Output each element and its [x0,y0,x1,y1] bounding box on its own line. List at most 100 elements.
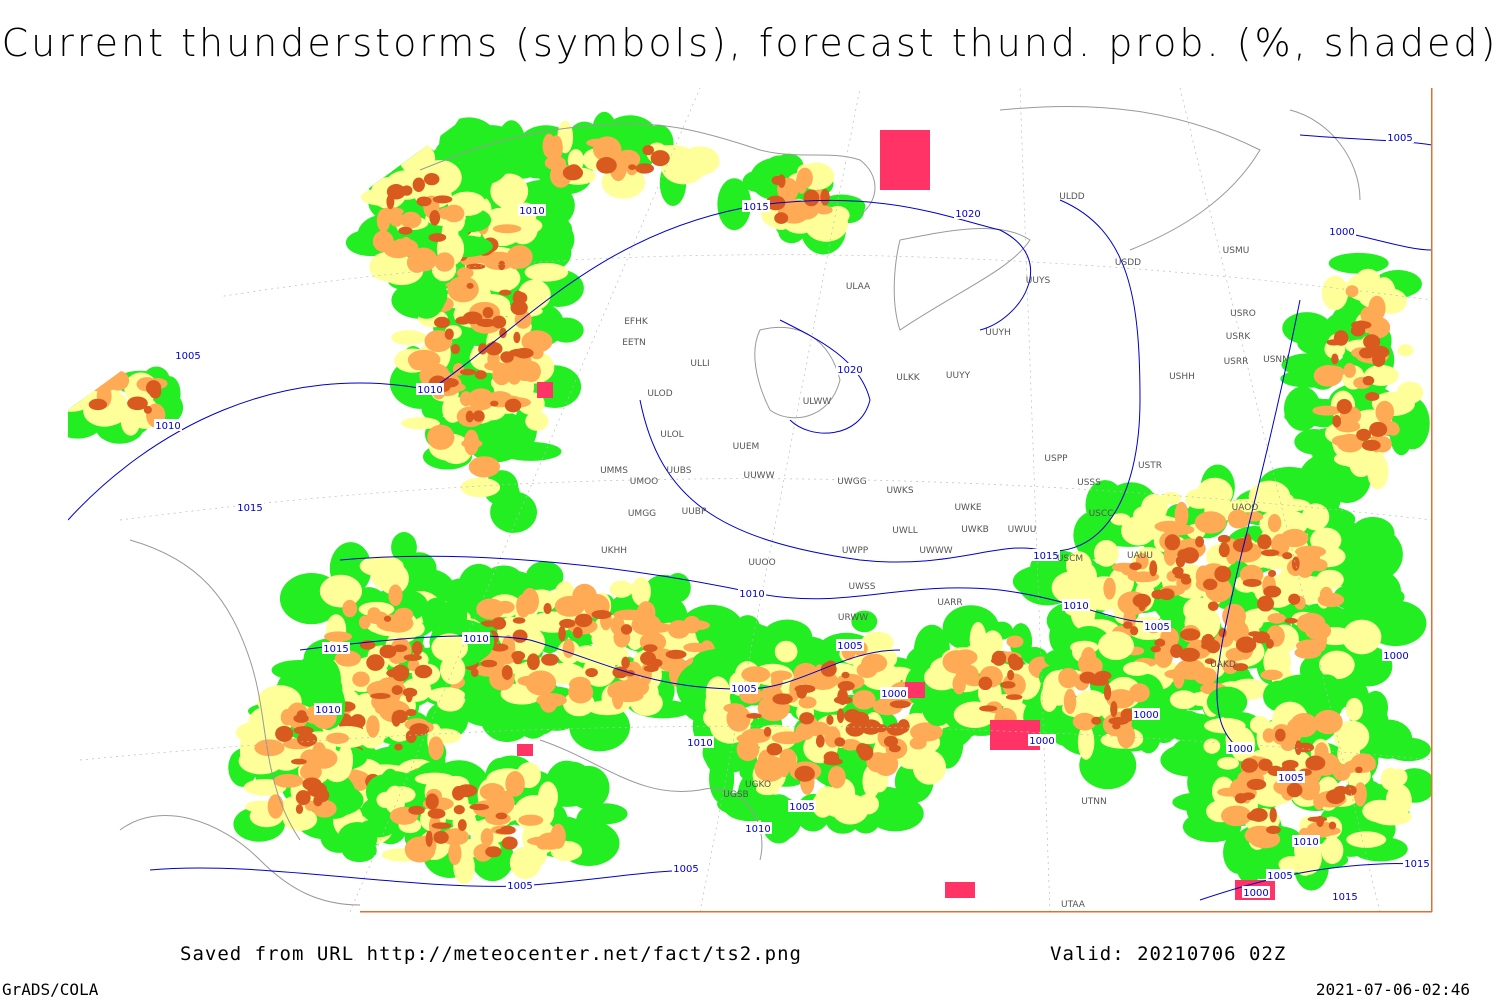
timestamp: 2021-07-06-02:46 [1316,980,1470,999]
shading-cell [1051,571,1091,604]
shading-cell [1328,252,1389,274]
shading-cell [372,230,394,253]
shading-cell [474,370,487,380]
shading-cell [1333,720,1370,753]
station-label: USSS [1077,478,1101,488]
shading-cell [439,655,466,685]
shading-cell [823,800,861,818]
shading-cell [1367,453,1389,490]
shading-cell [889,700,911,709]
shading-cell [379,566,403,591]
isobar-label: 1015 [1332,892,1357,903]
shading-cell [766,743,783,756]
station-label: UAKD [1210,660,1236,670]
shading-cell [405,687,413,703]
isobar-label-bg [322,642,350,654]
shading-cell [596,157,617,174]
graticule-line [699,88,861,912]
shading-cell [1331,353,1339,365]
shading-cell [1331,435,1358,447]
shading-cell [299,763,322,781]
shading-cell [455,316,471,325]
shading-cell [1235,636,1257,653]
shading-cell [380,207,404,217]
isobar-label-bg [738,587,766,599]
isobar-label: 1000 [1383,651,1408,662]
isobar-label: 1020 [955,209,980,220]
shading-cell [1110,700,1118,718]
shading-cell [1110,513,1131,526]
shading-cell [434,316,451,329]
shading-cell [566,164,582,179]
shading-cell [470,668,479,678]
shading-cell [437,207,457,220]
isobar-label-bg [1277,771,1305,783]
shading-cell [591,609,612,620]
shading-cell [567,770,604,806]
station-label: UMGG [628,509,656,519]
shading-cell [1200,642,1220,651]
shading-cell [1350,325,1366,337]
shading-cell [441,828,469,846]
station-label: USTR [1138,461,1162,471]
shading-cell [1226,620,1248,641]
shading-cell [771,670,783,691]
shading-cell [1151,589,1165,600]
shading-cell [501,836,518,850]
shading-cell [886,723,907,736]
shading-cell [1353,782,1367,807]
shading-cell [1180,575,1192,585]
shading-cell [508,253,523,270]
shading-cell [394,607,414,622]
shading-cell [1093,539,1119,567]
shading-cell [1242,578,1262,587]
isobar-label: 1005 [789,802,814,813]
shading-cell [484,361,505,371]
isobar-label-bg [1132,708,1160,720]
shading-cell [459,368,476,376]
shading-cell [1265,638,1274,649]
shading-cell [293,714,309,723]
shading-cell [798,696,817,709]
isobar-line [299,635,901,690]
shading-cell [501,665,513,680]
shading-cell [1255,831,1278,844]
station-label: USRR [1224,357,1249,367]
shading-cell [717,791,780,817]
shading-cell [1077,724,1095,760]
shading-cell [389,238,419,257]
isobar-label: 1010 [687,738,712,749]
shading-cell [428,233,447,242]
graticule [79,88,1432,912]
shading-cell [1321,836,1344,865]
shading-cell [1343,363,1356,378]
shading-cell [391,330,427,346]
isobar-line [149,867,701,887]
shading-cell [518,814,544,826]
shading-cell [1204,658,1216,665]
shading-cell [636,601,656,625]
shading-cell [1342,619,1382,655]
shading-cell [394,743,403,751]
shading-cell [683,642,707,653]
shading-cell [1091,716,1102,725]
isobar-label-bg [1328,225,1356,237]
shading-cell [631,577,651,606]
shading-cell [1296,612,1326,634]
station-label: UGSB [723,790,748,800]
shading-cell [620,624,633,635]
shading-cell [120,406,141,436]
station-label: ULKK [896,373,921,383]
shading-cell [1396,381,1424,404]
shading-cell [763,726,772,737]
station-label: USNN [1263,355,1289,365]
isobar-label: 1005 [1144,622,1169,633]
shading-cell [505,770,525,797]
shading-cell [786,204,805,224]
shading-cell [1179,628,1201,641]
shading-cell [1313,364,1343,387]
shading-cell [1294,576,1325,592]
station-label: UTNN [1081,797,1107,807]
shading-cell [422,606,447,626]
shading-cell [558,625,566,642]
